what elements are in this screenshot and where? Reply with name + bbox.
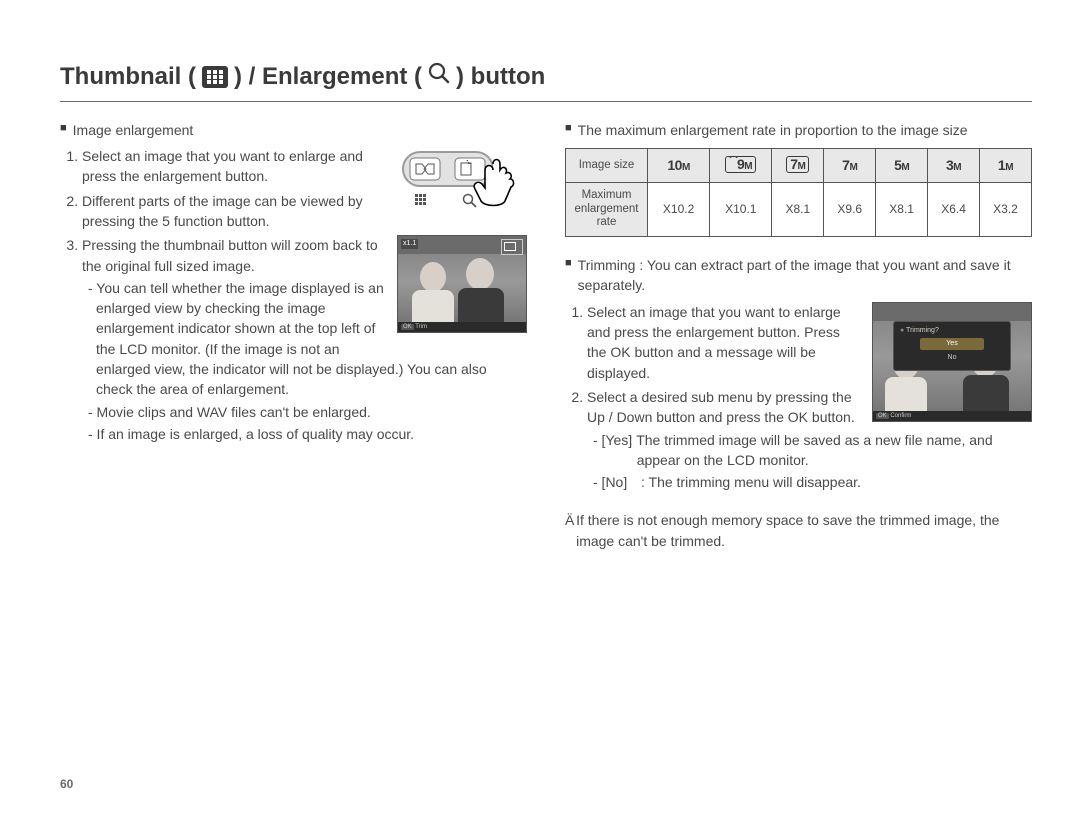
bullet-icon: ■ xyxy=(565,120,572,138)
rate-cell-0: X10.2 xyxy=(648,182,710,236)
rate-cell-3: X9.6 xyxy=(824,182,876,236)
rate-cell-1: X10.1 xyxy=(710,182,772,236)
bullet-icon: ■ xyxy=(565,255,572,273)
lcd-trimming-illustration: Trimming? Yes No OK Confirm xyxy=(872,302,1032,422)
lcd-confirm-label: Confirm xyxy=(890,413,911,419)
memory-note: Ä If there is not enough memory space to… xyxy=(565,510,1032,551)
trim-yes-text: : The trimmed image will be saved as a n… xyxy=(637,430,1032,471)
size-cell-3: 7M xyxy=(824,149,876,183)
lcd-navigator xyxy=(501,239,523,255)
page-title: Thumbnail ( ) / Enlargement ( ) button xyxy=(60,60,1032,102)
table-row: Image size 10M ⌒9M 7M 7M 5M 3M 1M xyxy=(566,149,1032,183)
table-header-max-rate: Maximum enlargement rate xyxy=(566,182,648,236)
trim-no-text: : The trimming menu will disappear. xyxy=(649,472,861,492)
page-number: 60 xyxy=(60,776,73,793)
title-text-3: ) button xyxy=(456,60,545,95)
rate-cell-5: X6.4 xyxy=(928,182,980,236)
trim-yes-line: - [Yes] : The trimmed image will be save… xyxy=(587,430,1032,471)
note-mark-icon: Ä xyxy=(565,510,576,551)
size-cell-4: 5M xyxy=(876,149,928,183)
enlargement-rate-table: Image size 10M ⌒9M 7M 7M 5M 3M 1M Maximu… xyxy=(565,148,1032,237)
rate-cell-4: X8.1 xyxy=(876,182,928,236)
left-step-3-text: Pressing the thumbnail button will zoom … xyxy=(82,237,378,273)
thumbnail-grid-icon xyxy=(202,66,228,88)
lcd-enlarged-illustration: x1.1 OK Trim xyxy=(397,235,527,333)
table-row: Maximum enlargement rate X10.2 X10.1 X8.… xyxy=(566,182,1032,236)
size-cell-6: 1M xyxy=(980,149,1032,183)
trim-dialog-yes: Yes xyxy=(920,338,984,350)
left-column: ■ Image enlargement xyxy=(60,120,527,551)
lcd-trim-label: Trim xyxy=(415,324,427,330)
title-text-2: ) / Enlargement ( xyxy=(234,60,422,95)
left-sub-3b: - Movie clips and WAV files can't be enl… xyxy=(82,402,527,422)
left-section-heading: Image enlargement xyxy=(73,120,194,140)
trim-step-2-text: Select a desired sub menu by pressing th… xyxy=(587,389,855,425)
size-cell-0: 10M xyxy=(648,149,710,183)
bullet-icon: ■ xyxy=(60,120,67,138)
trimming-dialog: Trimming? Yes No xyxy=(893,321,1011,371)
rate-cell-2: X8.1 xyxy=(772,182,824,236)
table-header-image-size: Image size xyxy=(566,149,648,183)
right-column: ■ The maximum enlargement rate in propor… xyxy=(565,120,1032,551)
magnify-icon xyxy=(428,60,450,95)
rate-cell-6: X3.2 xyxy=(980,182,1032,236)
left-step-3: x1.1 OK Trim Pressing the thumbnail butt… xyxy=(82,235,527,444)
trim-heading: Trimming : You can extract part of the i… xyxy=(578,255,1032,296)
trim-no-line: - [No] : The trimming menu will disappea… xyxy=(587,472,1032,492)
size-cell-1: ⌒9M xyxy=(710,149,772,183)
size-cell-2: 7M xyxy=(772,149,824,183)
left-sub-3c: - If an image is enlarged, a loss of qua… xyxy=(82,424,527,444)
zoom-button-illustration xyxy=(397,146,527,221)
trim-dialog-title: Trimming? xyxy=(900,326,1004,336)
size-cell-5: 3M xyxy=(928,149,980,183)
trim-dialog-no: No xyxy=(920,352,984,364)
title-text-1: Thumbnail ( xyxy=(60,60,196,95)
memory-note-text: If there is not enough memory space to s… xyxy=(576,510,1032,551)
rate-heading: The maximum enlargement rate in proporti… xyxy=(578,120,968,140)
lcd-zoom-indicator: x1.1 xyxy=(401,239,418,249)
